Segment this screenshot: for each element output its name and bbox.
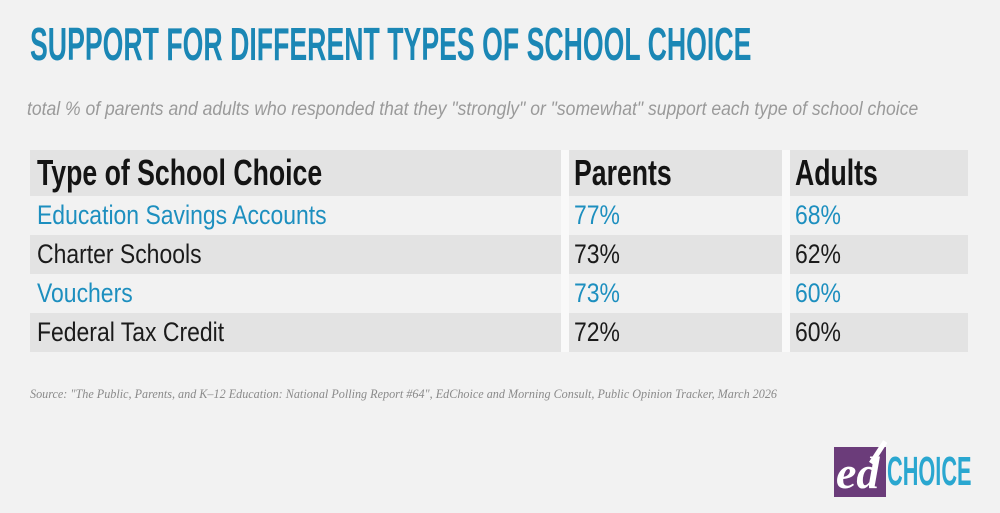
- adults-value-text: 60%: [795, 317, 841, 347]
- column-header-label: Type of School Choice: [37, 152, 323, 193]
- adults-value: 60%: [782, 274, 968, 313]
- edchoice-logo: ed CHOICE: [834, 440, 994, 499]
- parents-value: 73%: [561, 235, 786, 274]
- column-header-label: Adults: [795, 152, 878, 193]
- source-note: Source: "The Public, Parents, and K–12 E…: [30, 386, 816, 402]
- adults-value-text: 68%: [795, 200, 841, 230]
- parents-value: 72%: [561, 313, 786, 352]
- table-row-charter-schools: Charter Schools 73% 62%: [30, 235, 968, 274]
- table-header-row: Type of School Choice Parents Adults: [30, 150, 968, 196]
- row-label: Charter Schools: [30, 235, 565, 274]
- logo-choice-label: CHOICE: [887, 448, 972, 494]
- column-header-type-of-school-choice: Type of School Choice: [30, 150, 565, 196]
- page-title: SUPPORT FOR DIFFERENT TYPES OF SCHOOL CH…: [30, 18, 1000, 70]
- column-header-adults: Adults: [782, 150, 968, 196]
- row-label-text: Vouchers: [37, 278, 133, 308]
- adults-value: 62%: [782, 235, 968, 274]
- edchoice-logo-mark-icon: ed: [834, 440, 887, 497]
- parents-value: 77%: [561, 196, 786, 235]
- logo-choice-text: CHOICE: [887, 451, 1000, 492]
- page-title-text: SUPPORT FOR DIFFERENT TYPES OF SCHOOL CH…: [30, 18, 752, 70]
- adults-value: 68%: [782, 196, 968, 235]
- table-row-vouchers: Vouchers 73% 60%: [30, 274, 968, 313]
- subtitle: total % of parents and adults who respon…: [27, 97, 1000, 121]
- row-label: Vouchers: [30, 274, 565, 313]
- parents-value-text: 73%: [574, 278, 620, 308]
- source-note-text: Source: "The Public, Parents, and K–12 E…: [30, 387, 778, 401]
- parents-value-text: 72%: [574, 317, 620, 347]
- row-label-text: Education Savings Accounts: [37, 200, 327, 230]
- adults-value-text: 62%: [795, 239, 841, 269]
- parents-value-text: 73%: [574, 239, 620, 269]
- row-label-text: Federal Tax Credit: [37, 317, 225, 347]
- parents-value-text: 77%: [574, 200, 620, 230]
- table-row-education-savings-accounts: Education Savings Accounts 77% 68%: [30, 196, 968, 235]
- row-label-text: Charter Schools: [37, 239, 202, 269]
- adults-value-text: 60%: [795, 278, 841, 308]
- adults-value: 60%: [782, 313, 968, 352]
- table-row-federal-tax-credit: Federal Tax Credit 72% 60%: [30, 313, 968, 352]
- column-header-parents: Parents: [561, 150, 786, 196]
- school-choice-support-table: Type of School Choice Parents Adults Edu…: [30, 150, 968, 352]
- column-header-label: Parents: [574, 152, 672, 193]
- subtitle-text: total % of parents and adults who respon…: [27, 98, 919, 120]
- parents-value: 73%: [561, 274, 786, 313]
- row-label: Federal Tax Credit: [30, 313, 565, 352]
- row-label: Education Savings Accounts: [30, 196, 565, 235]
